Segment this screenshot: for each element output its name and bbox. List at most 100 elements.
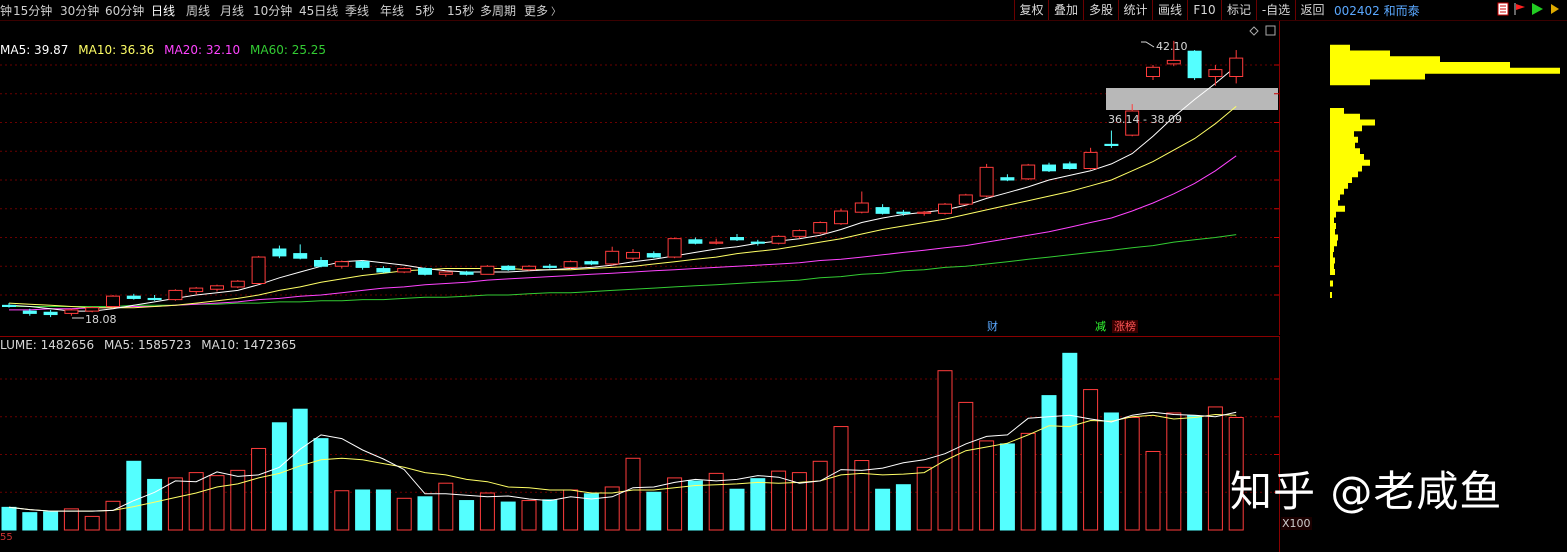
period-tab-30min[interactable]: 30分钟: [60, 4, 100, 18]
candle: [958, 193, 973, 206]
volume-bar: [1020, 432, 1036, 531]
document-icon[interactable]: [1496, 2, 1510, 16]
profile-bar: [1330, 148, 1360, 155]
period-tab-yearly[interactable]: 年线: [380, 4, 405, 18]
volume-bar: [188, 472, 204, 531]
candle-body: [1083, 151, 1098, 169]
candle-body: [64, 309, 79, 314]
settings-arrow-icon[interactable]: [1548, 2, 1562, 16]
candle-body: [834, 210, 848, 225]
statistics-button[interactable]: 统计: [1118, 0, 1152, 20]
candle: [688, 237, 703, 245]
volume-bar: [1207, 406, 1223, 531]
f10-button[interactable]: F10: [1187, 0, 1221, 20]
ma10-legend: MA10: 36.36: [78, 43, 155, 57]
period-tab-60min[interactable]: 60分钟: [105, 4, 145, 18]
ma5-line: [8, 65, 1237, 312]
volume-bar: [84, 515, 100, 531]
period-tab-partial[interactable]: 钟: [0, 4, 13, 18]
financial-badge[interactable]: 财: [985, 320, 1000, 333]
play-arrow-icon[interactable]: [1530, 2, 1544, 16]
period-tab-15sec[interactable]: 15秒: [447, 4, 475, 18]
volume-bar: [875, 488, 891, 531]
period-tab-daily[interactable]: 日线: [151, 4, 176, 18]
candle-body: [605, 250, 620, 265]
profile-bar: [1330, 246, 1334, 252]
period-tab-more[interactable]: 更多: [524, 4, 549, 18]
volume-profile: [1330, 44, 1560, 298]
candle: [750, 239, 765, 246]
profile-bar: [1330, 50, 1390, 57]
candle: [355, 260, 370, 270]
candle: [542, 263, 557, 269]
volume-bar: [937, 370, 953, 531]
profile-bar: [1330, 113, 1360, 120]
candle: [251, 255, 266, 285]
chevron-down-icon[interactable]: 〉: [551, 7, 561, 18]
period-tab-quarter[interactable]: 季线: [345, 4, 370, 18]
candle-body: [2, 304, 16, 308]
watchlist-button[interactable]: -自选: [1256, 0, 1295, 20]
back-button[interactable]: 返回: [1295, 0, 1329, 20]
candle-body: [480, 265, 495, 275]
candle: [43, 309, 58, 318]
volume-bar: [604, 486, 620, 531]
profile-bar: [1330, 79, 1370, 86]
volume-bar: [271, 422, 287, 531]
candle-body: [22, 310, 37, 314]
low-price-label: 18.08: [85, 313, 117, 326]
diamond-icon[interactable]: [1249, 26, 1259, 36]
multi-stock-button[interactable]: 多股: [1083, 0, 1118, 20]
candle-body: [563, 261, 578, 268]
ma60-line: [9, 234, 1237, 307]
period-tab-5sec[interactable]: 5秒: [415, 4, 435, 18]
candle: [314, 257, 328, 268]
period-tab-monthly[interactable]: 月线: [220, 4, 245, 18]
reduce-badge[interactable]: 减: [1093, 320, 1108, 333]
period-tab-weekly[interactable]: 周线: [186, 4, 211, 18]
window-icon[interactable]: [1265, 25, 1276, 36]
volume-bar: [958, 401, 974, 531]
candle: [168, 289, 183, 301]
candle: [1104, 130, 1119, 148]
candle: [459, 270, 474, 276]
candle-body: [1125, 110, 1140, 136]
volume-chart[interactable]: 2000015000100005000: [0, 337, 1279, 551]
volume-bar: [999, 443, 1015, 531]
price-chart-panel: MA5: 39.87 MA10: 36.36 MA20: 32.10 MA60:…: [0, 21, 1280, 335]
period-tab-10min[interactable]: 10分钟: [253, 4, 293, 18]
limit-list-badge[interactable]: 涨榜: [1112, 320, 1138, 333]
volume-bar: [833, 426, 849, 531]
candle: [730, 234, 744, 241]
restore-rights-button[interactable]: 复权: [1014, 0, 1048, 20]
period-tab-45day[interactable]: 45日线: [299, 4, 339, 18]
ma10-line: [8, 106, 1237, 309]
candle-body: [106, 295, 120, 307]
volume-bar: [916, 466, 932, 531]
ma20-line: [9, 155, 1237, 311]
volume-bar: [667, 477, 683, 531]
candle: [626, 249, 640, 261]
candle: [1042, 162, 1056, 172]
candlestick-chart[interactable]: 40.0037.5035.0032.5030.0027.5025.0022.50…: [0, 21, 1279, 335]
volume-bar: [563, 489, 579, 531]
mark-button[interactable]: 标记: [1221, 0, 1256, 20]
candle: [1229, 50, 1244, 84]
candle-body: [522, 265, 536, 271]
profile-bar: [1330, 205, 1345, 212]
volume-bar: [750, 478, 766, 531]
candle-body: [1104, 143, 1119, 146]
candle-body: [1146, 66, 1160, 77]
flag-icon[interactable]: [1513, 2, 1527, 16]
overlay-button[interactable]: 叠加: [1048, 0, 1083, 20]
volume-value: LUME: 1482656: [0, 338, 95, 352]
candle-body: [896, 211, 911, 214]
period-tab-15min[interactable]: 15分钟: [13, 4, 53, 18]
candle: [418, 267, 432, 276]
volume-bar: [1228, 417, 1244, 531]
period-tab-multi[interactable]: 多周期: [480, 4, 517, 18]
draw-line-button[interactable]: 画线: [1152, 0, 1187, 20]
candle-body: [501, 265, 516, 271]
candle: [22, 308, 37, 316]
profile-bar: [1330, 269, 1335, 275]
